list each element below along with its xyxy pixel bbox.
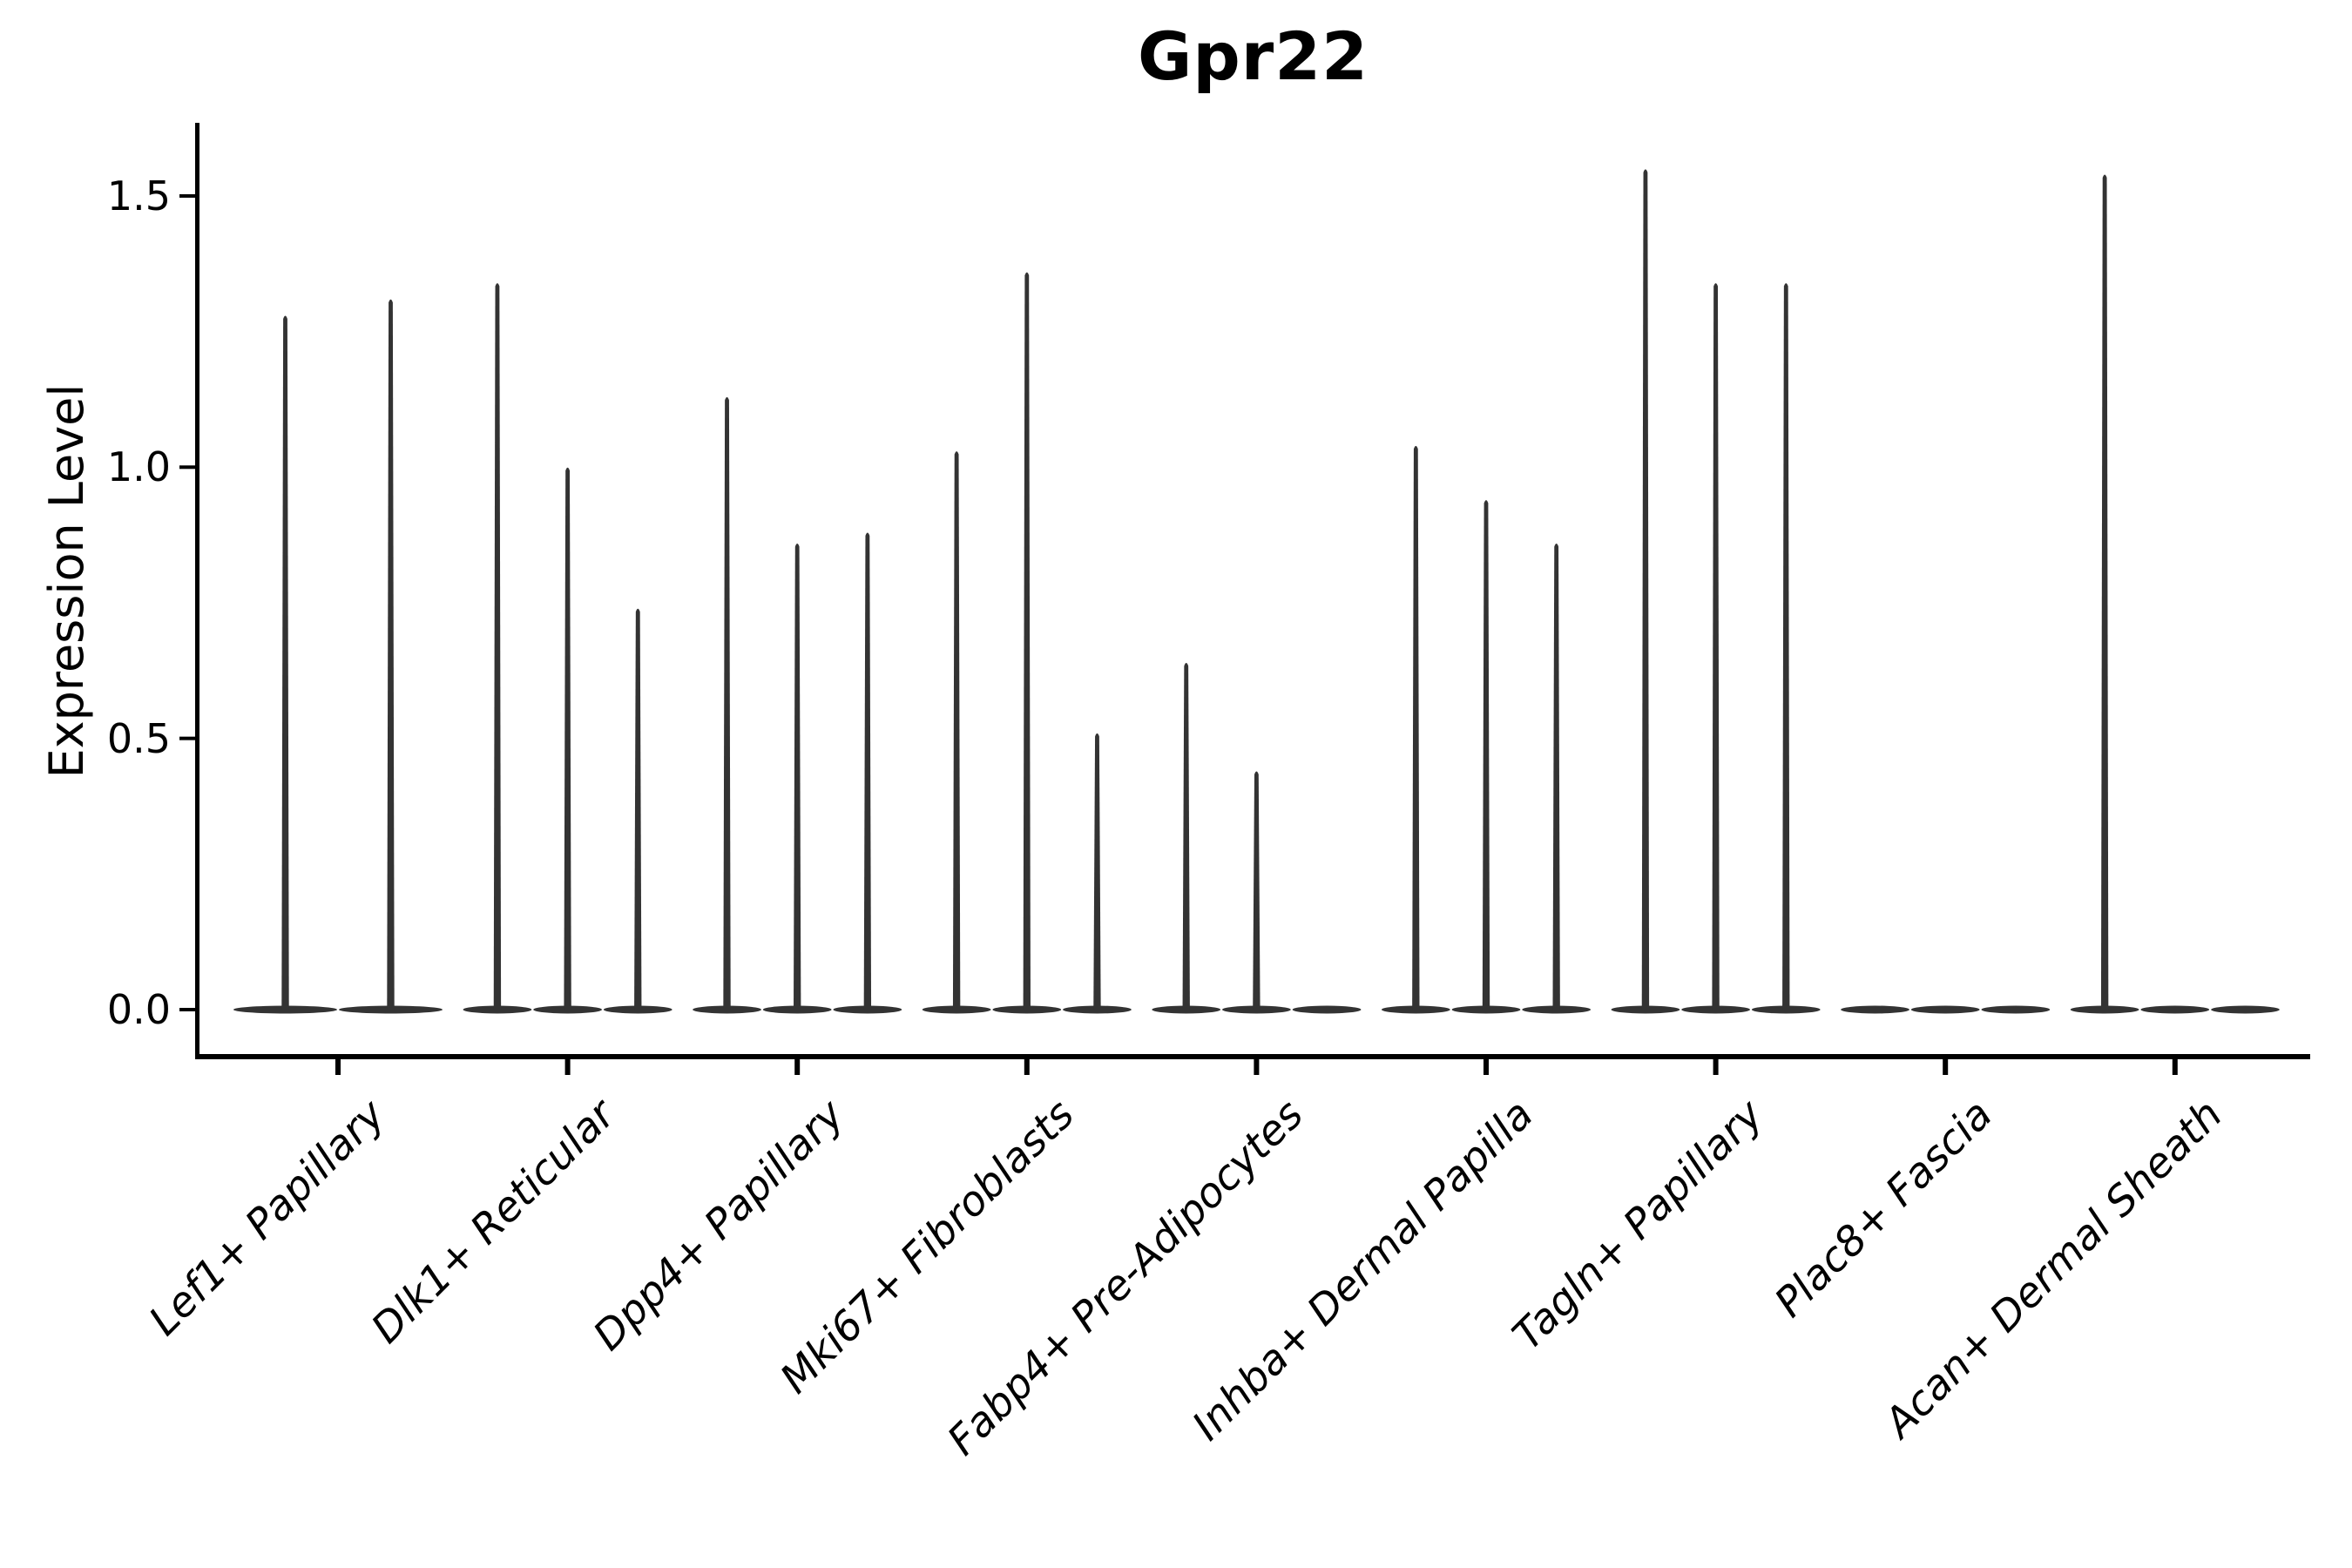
x-tick [335, 1059, 341, 1075]
violin-spike [952, 451, 961, 1010]
violin-spike [564, 467, 571, 1010]
violin-spike [281, 315, 289, 1011]
y-tick-label: 1.0 [106, 443, 171, 491]
violin-base [2211, 1005, 2280, 1014]
violin-spike [1412, 445, 1420, 1010]
x-tick [1484, 1059, 1489, 1075]
violin-spike [387, 299, 395, 1010]
violin-spike [1182, 662, 1190, 1010]
y-tick [179, 465, 195, 470]
violin-spike [794, 543, 801, 1010]
y-axis-label: Expression Level [39, 383, 94, 779]
violin-spike [723, 396, 731, 1010]
violin-spike [634, 608, 642, 1010]
violin-base [1841, 1005, 1909, 1014]
x-tick [1024, 1059, 1030, 1075]
x-tick [564, 1059, 571, 1075]
y-tick [179, 736, 195, 740]
violin-base [2140, 1005, 2210, 1014]
x-axis-spine [195, 1054, 2310, 1059]
x-tick [1254, 1059, 1260, 1075]
violin-spike [1552, 543, 1560, 1010]
y-tick [179, 193, 195, 198]
y-tick-label: 0.5 [106, 714, 171, 762]
violin-spike [1712, 283, 1720, 1010]
violin-spike [2100, 174, 2109, 1011]
violin-spike [1093, 733, 1101, 1010]
y-tick-label: 1.5 [106, 172, 171, 220]
violin-spike [1482, 500, 1490, 1010]
chart-title: Gpr22 [1137, 17, 1369, 95]
violin-base [1981, 1005, 2051, 1014]
violin-spike [1023, 272, 1031, 1010]
violin-spike [493, 283, 502, 1010]
y-tick [179, 1008, 195, 1011]
violin-spike [863, 532, 872, 1010]
y-tick-label: 0.0 [106, 986, 171, 1033]
violin-spike [1253, 771, 1260, 1010]
x-tick [2172, 1059, 2178, 1075]
y-axis-spine [195, 123, 199, 1059]
x-tick [1943, 1059, 1949, 1075]
violin-base [1292, 1005, 1362, 1014]
violin-spike [1641, 169, 1650, 1010]
x-tick [794, 1059, 801, 1075]
violin-spike [1782, 283, 1790, 1010]
x-tick [1713, 1059, 1719, 1075]
violin-base [1910, 1005, 1980, 1014]
